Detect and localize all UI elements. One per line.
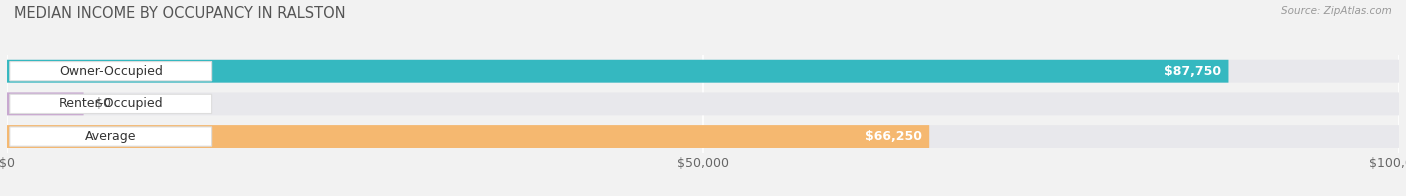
Text: Owner-Occupied: Owner-Occupied	[59, 65, 163, 78]
Text: $0: $0	[94, 97, 111, 110]
FancyBboxPatch shape	[7, 125, 929, 148]
FancyBboxPatch shape	[10, 94, 212, 113]
FancyBboxPatch shape	[10, 62, 212, 81]
FancyBboxPatch shape	[7, 60, 1229, 83]
FancyBboxPatch shape	[7, 125, 1399, 148]
Text: Source: ZipAtlas.com: Source: ZipAtlas.com	[1281, 6, 1392, 16]
FancyBboxPatch shape	[7, 60, 1399, 83]
Text: Renter-Occupied: Renter-Occupied	[59, 97, 163, 110]
FancyBboxPatch shape	[7, 93, 1399, 115]
Text: Average: Average	[84, 130, 136, 143]
FancyBboxPatch shape	[7, 93, 83, 115]
FancyBboxPatch shape	[10, 127, 212, 146]
Text: $87,750: $87,750	[1164, 65, 1222, 78]
Text: $66,250: $66,250	[865, 130, 922, 143]
Text: MEDIAN INCOME BY OCCUPANCY IN RALSTON: MEDIAN INCOME BY OCCUPANCY IN RALSTON	[14, 6, 346, 21]
